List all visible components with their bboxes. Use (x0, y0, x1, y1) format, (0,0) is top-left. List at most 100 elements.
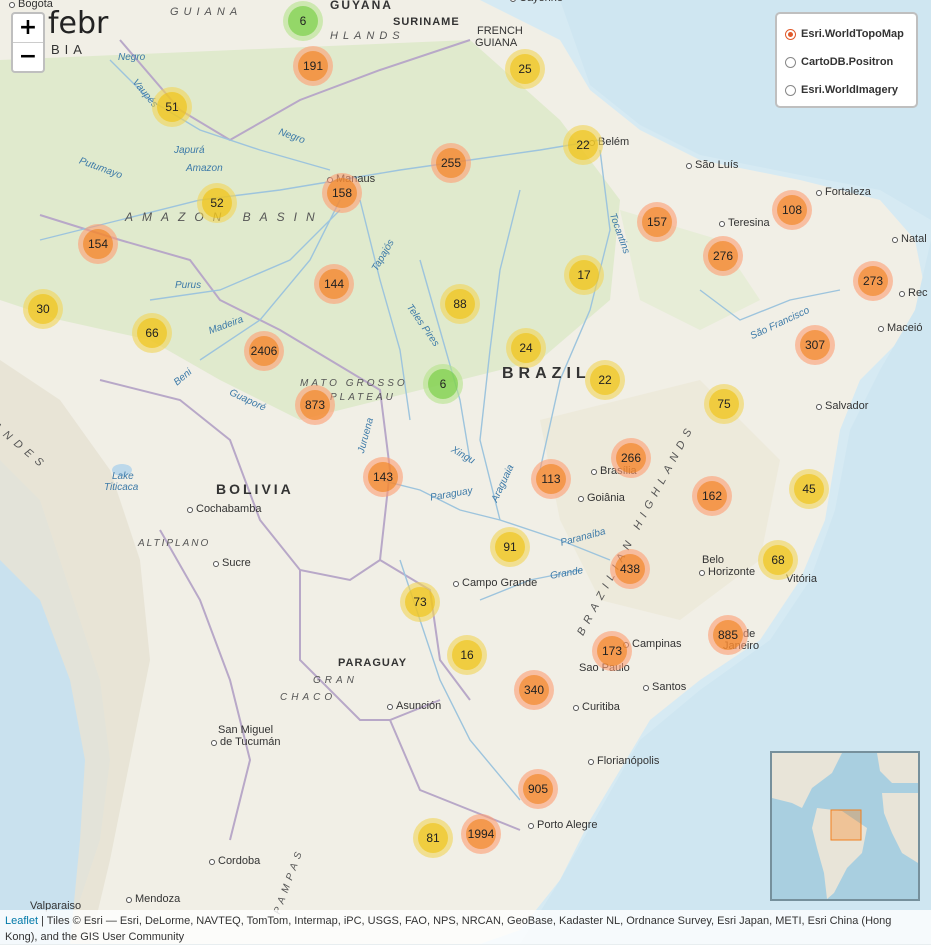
marker-cluster[interactable]: 340 (514, 670, 554, 710)
marker-cluster[interactable]: 17 (564, 255, 604, 295)
minimap[interactable] (770, 751, 920, 901)
layer-option-worldtopomap[interactable]: Esri.WorldTopoMap (785, 20, 908, 48)
minimap-africa (882, 793, 918, 863)
marker-cluster[interactable]: 173 (592, 631, 632, 671)
marker-cluster[interactable]: 191 (293, 46, 333, 86)
marker-cluster[interactable]: 51 (152, 87, 192, 127)
minimap-north-america (772, 753, 842, 808)
marker-cluster[interactable]: 157 (637, 202, 677, 242)
label-maceio: Maceió (877, 322, 923, 334)
marker-cluster[interactable]: 81 (413, 818, 453, 858)
highlands-area (540, 380, 780, 620)
marker-cluster[interactable]: 30 (23, 289, 63, 329)
label-cordoba: Cordoba (208, 855, 261, 867)
label-guiana: GUIANA (170, 6, 243, 18)
cluster-count: 276 (708, 241, 738, 271)
cluster-count: 162 (697, 481, 727, 511)
marker-cluster[interactable]: 52 (197, 183, 237, 223)
zoom-in-button[interactable]: + (18, 15, 38, 40)
cluster-count: 22 (568, 130, 598, 160)
cluster-count: 157 (642, 207, 672, 237)
label-campo-grande: Campo Grande (452, 577, 538, 589)
minimap-viewport (830, 809, 862, 841)
marker-cluster[interactable]: 1994 (461, 814, 501, 854)
attribution-text: | Tiles © Esri — Esri, DeLorme, NAVTEQ, … (5, 915, 892, 943)
marker-cluster[interactable]: 162 (692, 476, 732, 516)
radio-icon[interactable] (785, 56, 796, 68)
cluster-count: 66 (137, 318, 167, 348)
marker-cluster[interactable]: 16 (447, 635, 487, 675)
minimap-south-america (812, 808, 867, 899)
label-teresina: Teresina (719, 217, 770, 229)
layer-switcher: Esri.WorldTopoMap CartoDB.Positron Esri.… (775, 12, 918, 108)
label-curitiba: Curitiba (573, 701, 620, 713)
marker-cluster[interactable]: 113 (531, 459, 571, 499)
marker-cluster[interactable]: 144 (314, 264, 354, 304)
marker-cluster[interactable]: 885 (708, 615, 748, 655)
cluster-count: 17 (569, 260, 599, 290)
cluster-count: 158 (327, 178, 357, 208)
marker-cluster[interactable]: 266 (611, 438, 651, 478)
marker-cluster[interactable]: 22 (585, 360, 625, 400)
label-vitoria: Vitória (786, 573, 817, 585)
label-sao-luis: São Luís (685, 159, 739, 171)
marker-cluster[interactable]: 154 (78, 224, 118, 264)
marker-cluster[interactable]: 143 (363, 457, 403, 497)
minimap-europe (877, 753, 918, 783)
radio-icon[interactable] (785, 28, 796, 40)
marker-cluster[interactable]: 307 (795, 325, 835, 365)
marker-cluster[interactable]: 66 (132, 313, 172, 353)
cluster-count: 113 (536, 464, 566, 494)
marker-cluster[interactable]: 438 (610, 549, 650, 589)
marker-cluster[interactable]: 68 (758, 540, 798, 580)
marker-cluster[interactable]: 158 (322, 173, 362, 213)
marker-cluster[interactable]: 91 (490, 527, 530, 567)
cluster-count: 2406 (249, 336, 279, 366)
marker-cluster[interactable]: 905 (518, 769, 558, 809)
marker-cluster[interactable]: 6 (423, 364, 463, 404)
marker-cluster[interactable]: 255 (431, 143, 471, 183)
label-campinas: Campinas (623, 638, 682, 650)
cluster-count: 6 (428, 369, 458, 399)
layer-option-worldimagery[interactable]: Esri.WorldImagery (785, 76, 908, 104)
label-sucre: Sucre (213, 557, 251, 569)
label-belo-horizonte-2: Horizonte (698, 566, 756, 578)
cluster-count: 16 (452, 640, 482, 670)
cluster-count: 307 (800, 330, 830, 360)
zoom-out-button[interactable]: − (13, 42, 43, 71)
cluster-count: 24 (511, 333, 541, 363)
label-french-guiana-2: GUIANA (475, 37, 518, 49)
marker-cluster[interactable]: 24 (506, 328, 546, 368)
cluster-count: 45 (794, 474, 824, 504)
label-bogota: Bogota (9, 0, 53, 10)
layer-option-positron[interactable]: CartoDB.Positron (785, 48, 908, 76)
marker-cluster[interactable]: 108 (772, 190, 812, 230)
cluster-count: 75 (709, 389, 739, 419)
marker-cluster[interactable]: 73 (400, 582, 440, 622)
marker-cluster[interactable]: 75 (704, 384, 744, 424)
pacific-ocean (0, 560, 85, 944)
marker-cluster[interactable]: 276 (703, 236, 743, 276)
label-gran-chaco-2: CHACO (280, 692, 337, 703)
marker-cluster[interactable]: 873 (295, 385, 335, 425)
cluster-count: 25 (510, 54, 540, 84)
cluster-count: 144 (319, 269, 349, 299)
label-fortaleza: Fortaleza (816, 186, 871, 198)
label-santos: Santos (642, 681, 687, 693)
cluster-count: 52 (202, 188, 232, 218)
marker-cluster[interactable]: 22 (563, 125, 603, 165)
label-bolivia: BOLIVIA (216, 481, 294, 497)
marker-cluster[interactable]: 273 (853, 261, 893, 301)
marker-cluster[interactable]: 45 (789, 469, 829, 509)
marker-cluster[interactable]: 88 (440, 284, 480, 324)
marker-cluster[interactable]: 25 (505, 49, 545, 89)
label-guyana: GUYANA (330, 0, 393, 12)
leaflet-link[interactable]: Leaflet (5, 915, 39, 927)
label-suriname: SURINAME (393, 16, 460, 28)
label-belo-horizonte-1: Belo (702, 554, 725, 566)
marker-cluster[interactable]: 2406 (244, 331, 284, 371)
marker-cluster[interactable]: 6 (283, 1, 323, 41)
cluster-count: 438 (615, 554, 645, 584)
cluster-count: 255 (436, 148, 466, 178)
radio-icon[interactable] (785, 84, 796, 96)
